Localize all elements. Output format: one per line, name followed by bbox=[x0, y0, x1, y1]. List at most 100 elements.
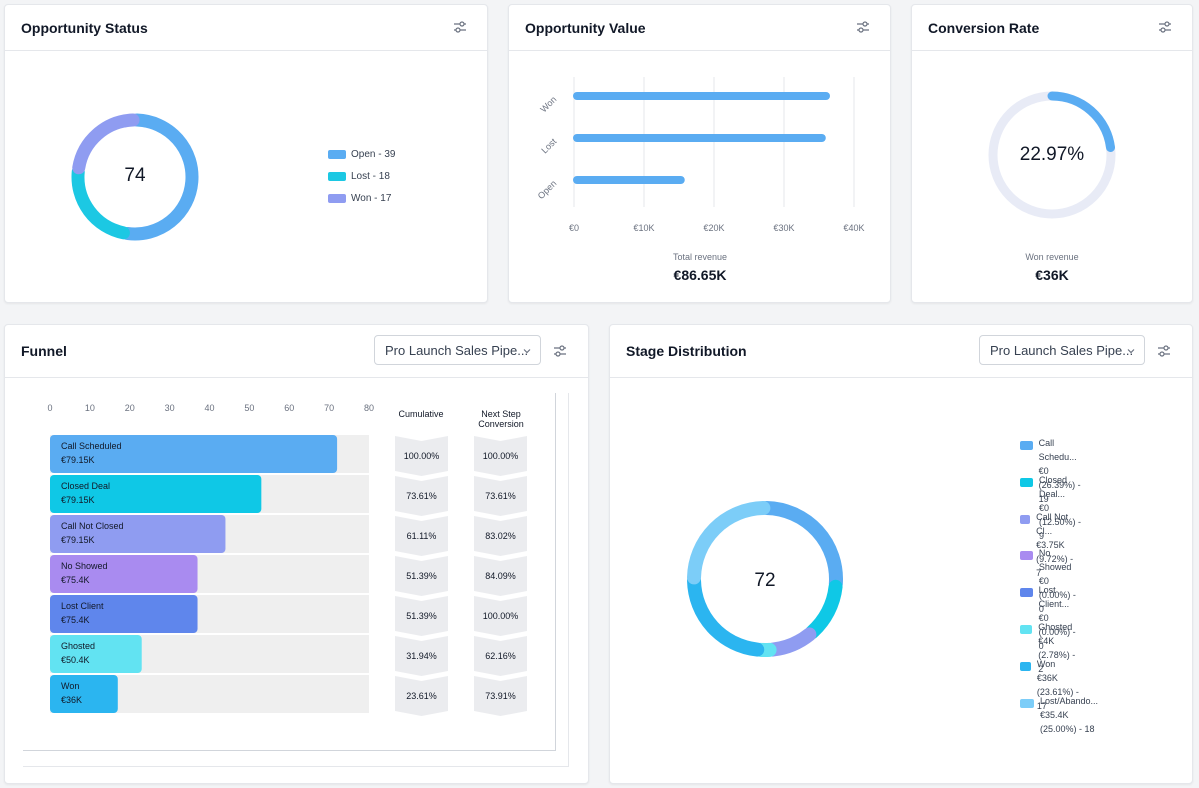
next-step-cell: 73.91% bbox=[485, 691, 516, 701]
gauge-fill bbox=[1047, 91, 1116, 152]
card-header: Stage Distribution Pro Launch Sales Pipe… bbox=[610, 325, 1192, 378]
x-tick-label: €20K bbox=[703, 223, 724, 233]
funnel-bar[interactable] bbox=[50, 435, 338, 473]
legend-item[interactable]: Open - 39 bbox=[328, 149, 395, 160]
next-step-cell-bg bbox=[474, 676, 527, 716]
y-tick-label: Open bbox=[536, 178, 559, 201]
funnel-bar[interactable] bbox=[50, 475, 262, 513]
next-step-cell-bg bbox=[474, 476, 527, 516]
funnel-scroll-frame[interactable] bbox=[23, 393, 569, 767]
chevron-down-icon bbox=[523, 349, 531, 354]
funnel-bar[interactable] bbox=[50, 675, 118, 713]
funnel-bar-chart: 0 10 20 30 40 50 60 70 80 Call Scheduled €79.15K 10… bbox=[47, 403, 527, 716]
next-step-cell-bg bbox=[474, 436, 527, 476]
next-step-cell: 100.00% bbox=[483, 451, 519, 461]
legend-item[interactable]: Lost Client... €0 (0.00%) - 0 bbox=[1020, 583, 1077, 653]
status-segment-1[interactable] bbox=[71, 165, 130, 240]
legend-item[interactable]: Won - 17 bbox=[328, 193, 391, 204]
legend-item[interactable]: Call Not Cl... €3.75K (9.72%) - 7 bbox=[1020, 510, 1077, 580]
legend-item[interactable]: Closed Deal... €0 (12.50%) - 9 bbox=[1020, 473, 1082, 543]
pipeline-select[interactable]: Pro Launch Sales Pipe... bbox=[374, 335, 541, 365]
legend-item[interactable]: Lost - 18 bbox=[328, 171, 390, 182]
card-title: Stage Distribution bbox=[626, 343, 747, 359]
cumulative-cell: 51.39% bbox=[406, 611, 437, 621]
pipeline-select-value: Pro Launch Sales Pipe... bbox=[385, 343, 529, 358]
sliders-icon[interactable] bbox=[855, 19, 871, 35]
cumulative-cell: 31.94% bbox=[406, 651, 437, 661]
stage-segment-7[interactable] bbox=[687, 501, 771, 585]
legend-swatch bbox=[328, 172, 346, 181]
funnel-stage-name: Ghosted bbox=[61, 641, 95, 651]
legend-stage-detail: €36K (23.61%) - 17 bbox=[1036, 672, 1079, 711]
legend-stage-detail: €4K (2.78%) - 2 bbox=[1038, 636, 1076, 674]
cumulative-cell-bg bbox=[395, 476, 448, 516]
x-tick-label: 80 bbox=[364, 403, 374, 413]
conversion-rate-gauge bbox=[988, 91, 1116, 219]
opportunity-status-card: Opportunity Status 74 Open - 39 Lost - 18… bbox=[4, 4, 488, 303]
pipeline-select[interactable]: Pro Launch Sales Pipe... bbox=[979, 335, 1145, 365]
cumulative-cell-bg bbox=[395, 596, 448, 636]
legend-swatch bbox=[328, 194, 346, 203]
stage-segment-2[interactable] bbox=[765, 627, 817, 657]
cumulative-cell: 51.39% bbox=[406, 571, 437, 581]
legend-stage-name: No Showed bbox=[1038, 548, 1072, 573]
stage-segment-0[interactable] bbox=[759, 501, 843, 591]
legend-swatch bbox=[1020, 661, 1031, 671]
legend-swatch bbox=[1020, 514, 1031, 524]
funnel-stage-name: Lost Client bbox=[61, 601, 104, 611]
card-title: Opportunity Value bbox=[525, 20, 646, 36]
funnel-bar[interactable] bbox=[50, 555, 198, 593]
funnel-bar[interactable] bbox=[50, 595, 198, 633]
legend-label: Open - 39 bbox=[351, 149, 396, 160]
sliders-icon[interactable] bbox=[452, 19, 468, 35]
x-tick-label: 60 bbox=[284, 403, 294, 413]
legend-swatch bbox=[328, 150, 346, 159]
next-step-cell: 62.16% bbox=[485, 651, 516, 661]
next-step-cell: 83.02% bbox=[485, 531, 516, 541]
sliders-icon[interactable] bbox=[1157, 19, 1173, 35]
x-tick-label: 20 bbox=[125, 403, 135, 413]
legend-stage-detail: €0 (0.00%) - 0 bbox=[1038, 576, 1076, 615]
funnel-bar[interactable] bbox=[50, 515, 226, 553]
stage-segment-1[interactable] bbox=[804, 579, 843, 640]
legend-item[interactable]: Lost/Abando... €35.4K (25.00%) - 18 bbox=[1020, 694, 1103, 736]
card-header: Funnel Pro Launch Sales Pipe... bbox=[5, 325, 588, 378]
legend-item[interactable]: Ghosted €4K (2.78%) - 2 bbox=[1020, 620, 1079, 676]
card-title: Conversion Rate bbox=[928, 20, 1040, 36]
stage-distribution-card: Stage Distribution Pro Launch Sales Pipe… bbox=[609, 324, 1193, 784]
status-segment-2[interactable] bbox=[72, 113, 140, 175]
funnel-stage-name: Call Not Closed bbox=[61, 521, 124, 531]
legend-stage-name: Closed Deal... bbox=[1039, 474, 1068, 499]
x-tick-label: 0 bbox=[47, 403, 52, 413]
card-header: Opportunity Status bbox=[5, 5, 487, 51]
legend-stage-name: Call Schedu... bbox=[1038, 438, 1077, 462]
legend-label: Lost - 18 bbox=[351, 171, 390, 182]
funnel-card: Funnel Pro Launch Sales Pipe... 0 10 20 30 4… bbox=[4, 324, 589, 784]
legend-item[interactable]: No Showed €0 (0.00%) - 0 bbox=[1020, 546, 1078, 616]
x-tick-label: 10 bbox=[85, 403, 95, 413]
conversion-rate-value: 22.97% bbox=[1019, 144, 1085, 165]
stage-segment-6[interactable] bbox=[687, 573, 765, 657]
x-tick-label: €40K bbox=[843, 223, 864, 233]
funnel-bar[interactable] bbox=[50, 635, 142, 673]
legend-item[interactable]: Won €36K (23.61%) - 17 bbox=[1020, 657, 1082, 713]
cumulative-cell-bg bbox=[395, 676, 448, 716]
status-segment-0[interactable] bbox=[120, 113, 199, 241]
legend-swatch bbox=[1020, 477, 1034, 487]
y-tick-label: Won bbox=[538, 94, 558, 114]
legend-swatch bbox=[1020, 441, 1033, 450]
next-step-cell: 84.09% bbox=[485, 571, 516, 581]
legend-stage-name: Lost/Abando... bbox=[1040, 695, 1099, 706]
legend-item[interactable]: Call Schedu... €0 (26.39%) - 19 bbox=[1020, 436, 1083, 506]
card-header: Conversion Rate bbox=[912, 5, 1192, 51]
sliders-icon[interactable] bbox=[552, 343, 568, 359]
chevron-down-icon bbox=[1127, 349, 1135, 354]
cumulative-cell: 73.61% bbox=[406, 491, 437, 501]
legend-swatch bbox=[1020, 588, 1033, 598]
funnel-stage-amount: €36K bbox=[61, 695, 82, 705]
legend-stage-name: Ghosted bbox=[1038, 622, 1073, 632]
sliders-icon[interactable] bbox=[1156, 343, 1172, 359]
funnel-stage-amount: €79.15K bbox=[61, 455, 95, 465]
cumulative-cell-bg bbox=[395, 556, 448, 596]
legend-stage-detail: €0 (0.00%) - 0 bbox=[1038, 613, 1076, 652]
